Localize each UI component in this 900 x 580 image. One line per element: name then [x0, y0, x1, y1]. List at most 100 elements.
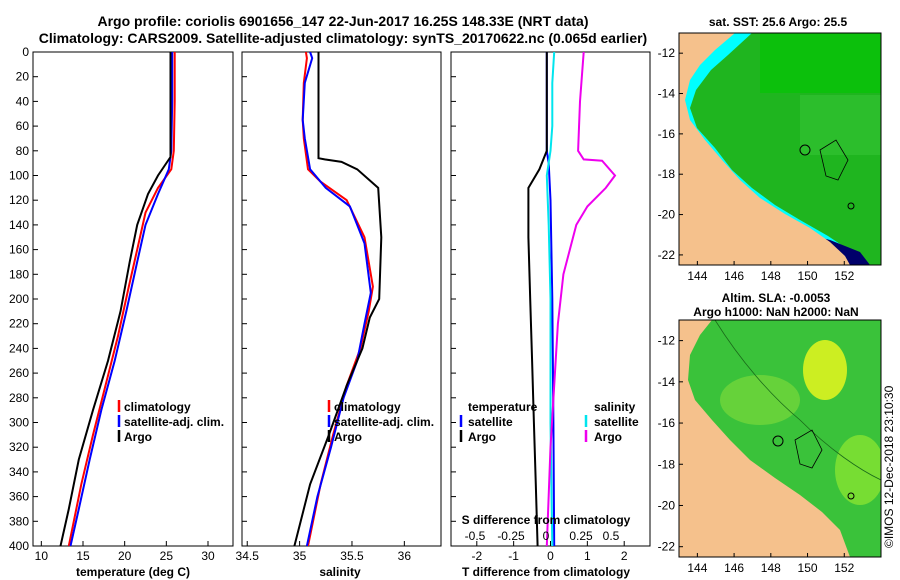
y-tick-label: 240 — [9, 341, 29, 355]
y-tick-label: 180 — [9, 267, 29, 281]
sla-high-anomaly — [803, 340, 847, 400]
y-tick-label: 120 — [9, 193, 29, 207]
sla-map-title: Altim. SLA: -0.0053 — [722, 291, 831, 305]
difference-series — [527, 52, 617, 546]
y-tick-label: 200 — [9, 292, 29, 306]
s-difference-x-axis: -0.5 -0.25 0 0.25 0.5 — [465, 529, 620, 543]
salinity-x-axis: 34.5 35 35.5 36 — [236, 51, 412, 563]
s-diff-tick-label: 0.5 — [603, 529, 620, 543]
salinity-series — [293, 52, 383, 546]
y-tick-label: 340 — [9, 465, 29, 479]
y-tick-label: 280 — [9, 391, 29, 405]
x-tick-label: 34.5 — [236, 549, 260, 563]
y-tick-label: 320 — [9, 440, 29, 454]
series-line-argo — [293, 52, 383, 546]
y-tick-label: 300 — [9, 416, 29, 430]
y-tick-label: 160 — [9, 243, 29, 257]
legend-label-argo: Argo — [124, 430, 152, 444]
lon-tick-label: 144 — [687, 561, 707, 575]
lat-tick-label: -18 — [658, 167, 676, 181]
sla-map: Altim. SLA: -0.0053 Argo h1000: NaN h200… — [658, 291, 882, 575]
legend-label-climatology: climatology — [334, 400, 401, 414]
sst-map-title: sat. SST: 25.6 Argo: 25.5 — [709, 15, 848, 29]
sla-map-lon-axis: 144 146 148 150 152 — [687, 553, 855, 575]
series-line-argo — [59, 52, 172, 546]
temperature-series — [59, 52, 176, 546]
lat-tick-label: -14 — [658, 375, 676, 389]
title-line-2: Climatology: CARS2009. Satellite-adjuste… — [39, 30, 647, 46]
series-line-s-satellite — [545, 52, 556, 546]
sst-reef-marker — [847, 202, 855, 210]
lat-tick-label: -12 — [658, 334, 676, 348]
x-tick-label: 35.5 — [340, 549, 364, 563]
credit-text: ©IMOS 12-Dec-2018 23:10:30 — [882, 385, 896, 548]
difference-legend-temperature: temperature satellite Argo — [459, 400, 538, 444]
salinity-legend: climatology satellite-adj. clim. Argo — [327, 400, 434, 444]
y-tick-label: 20 — [16, 70, 30, 84]
y-tick-label: 400 — [9, 539, 29, 553]
y-tick-label: 380 — [9, 514, 29, 528]
y-tick-label: 360 — [9, 490, 29, 504]
series-line-t-argo — [527, 52, 548, 546]
y-tick-label: 40 — [16, 94, 30, 108]
s-diff-tick-label: 0.25 — [569, 529, 593, 543]
legend-label-s-argo: Argo — [594, 430, 622, 444]
difference-panel: -2 -1 0 1 2 -0.5 -0.25 0 0.25 0.5 S difference f… — [450, 51, 651, 579]
legend-heading-temperature: temperature — [468, 400, 538, 414]
temperature-panel: 0 20 40 60 80 100 120 140 160 180 200 220 240 260 280 3… — [9, 45, 234, 579]
sst-map-lat-axis: -12 -14 -16 -18 -20 -22 — [658, 46, 683, 262]
x-tick-label: -1 — [508, 549, 519, 563]
s-diff-tick-label: 0 — [543, 529, 550, 543]
sla-map-lat-axis: -12 -14 -16 -18 -20 -22 — [658, 334, 683, 554]
lon-tick-label: 150 — [798, 561, 818, 575]
temperature-frame — [32, 51, 234, 547]
lon-tick-label: 144 — [687, 269, 707, 283]
depth-axis: 0 20 40 60 80 100 120 140 160 180 200 220 240 260 280 3… — [9, 45, 38, 553]
sla-argo-marker — [772, 435, 784, 447]
sst-map: sat. SST: 25.6 Argo: 25.5 144 146 148 150 15… — [658, 15, 882, 283]
y-tick-label: 100 — [9, 169, 29, 183]
x-tick-label: 30 — [201, 549, 215, 563]
salinity-panel: 34.5 35 35.5 36 salinity climatology satell… — [236, 51, 442, 579]
series-line-satellite-adj-clim- — [301, 52, 372, 546]
sla-contour — [714, 320, 881, 481]
lat-tick-label: -16 — [658, 416, 676, 430]
s-diff-tick-label: -0.5 — [465, 529, 486, 543]
x-tick-label: 20 — [118, 549, 132, 563]
x-tick-label: 15 — [76, 549, 90, 563]
y-tick-label: 60 — [16, 119, 30, 133]
x-tick-label: 1 — [584, 549, 591, 563]
y-tick-label: 260 — [9, 366, 29, 380]
x-tick-label: 2 — [621, 549, 628, 563]
lon-tick-label: 146 — [724, 561, 744, 575]
legend-label-satellite: satellite-adj. clim. — [334, 415, 434, 429]
temperature-xlabel: temperature (deg C) — [76, 565, 190, 579]
sst-argo-marker — [799, 144, 811, 156]
x-tick-label: -2 — [471, 549, 482, 563]
legend-label-climatology: climatology — [124, 400, 191, 414]
sla-reef-marker — [847, 492, 855, 500]
lat-tick-label: -12 — [658, 46, 676, 60]
lat-tick-label: -22 — [658, 540, 676, 554]
t-difference-x-axis: -2 -1 0 1 2 — [451, 51, 628, 563]
y-tick-label: 140 — [9, 218, 29, 232]
lat-tick-label: -22 — [658, 248, 676, 262]
legend-label-argo: Argo — [334, 430, 362, 444]
y-tick-label: 80 — [16, 144, 30, 158]
y-tick-label: 220 — [9, 317, 29, 331]
lat-tick-label: -18 — [658, 457, 676, 471]
salinity-frame — [241, 51, 442, 547]
lon-tick-label: 148 — [761, 561, 781, 575]
lon-tick-label: 150 — [798, 269, 818, 283]
t-difference-xlabel: T difference from climatology — [462, 565, 630, 579]
x-tick-label: 36 — [398, 549, 412, 563]
x-tick-label: 25 — [160, 549, 174, 563]
sla-map-subtitle: Argo h1000: NaN h2000: NaN — [693, 305, 858, 319]
lat-tick-label: -20 — [658, 208, 676, 222]
legend-heading-salinity: salinity — [594, 400, 636, 414]
legend-label-t-satellite: satellite — [468, 415, 513, 429]
lon-tick-label: 152 — [834, 269, 854, 283]
temperature-x-axis: 10 15 20 25 30 — [35, 541, 215, 563]
sst-reef-outline — [819, 139, 849, 181]
